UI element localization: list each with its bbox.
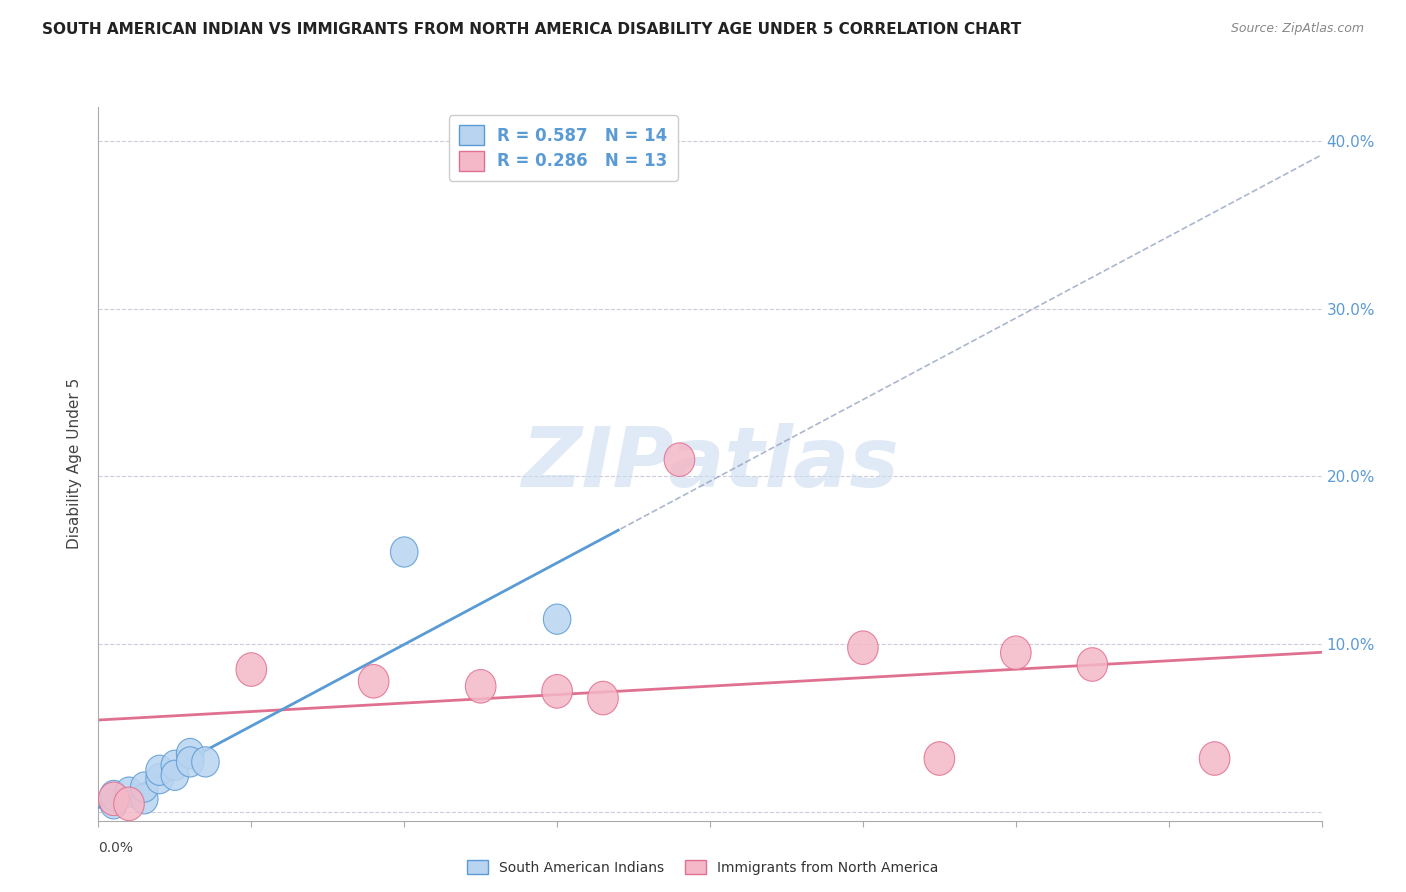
Ellipse shape (146, 756, 173, 785)
Text: ZIPatlas: ZIPatlas (522, 424, 898, 504)
Ellipse shape (176, 747, 204, 777)
Ellipse shape (176, 739, 204, 769)
Ellipse shape (391, 537, 418, 567)
Ellipse shape (1077, 648, 1108, 681)
Ellipse shape (114, 787, 145, 821)
Ellipse shape (848, 631, 879, 665)
Ellipse shape (359, 665, 389, 698)
Text: SOUTH AMERICAN INDIAN VS IMMIGRANTS FROM NORTH AMERICA DISABILITY AGE UNDER 5 CO: SOUTH AMERICAN INDIAN VS IMMIGRANTS FROM… (42, 22, 1021, 37)
Ellipse shape (924, 742, 955, 775)
Ellipse shape (588, 681, 619, 714)
Ellipse shape (100, 789, 128, 819)
Legend: R = 0.587   N = 14, R = 0.286   N = 13: R = 0.587 N = 14, R = 0.286 N = 13 (449, 115, 678, 180)
Text: 0.0%: 0.0% (98, 840, 134, 855)
Ellipse shape (131, 784, 157, 814)
Ellipse shape (98, 782, 129, 815)
Y-axis label: Disability Age Under 5: Disability Age Under 5 (67, 378, 83, 549)
Ellipse shape (543, 604, 571, 634)
Ellipse shape (1199, 742, 1230, 775)
Ellipse shape (162, 750, 188, 780)
Ellipse shape (191, 747, 219, 777)
Ellipse shape (100, 780, 128, 811)
Ellipse shape (146, 764, 173, 794)
Ellipse shape (664, 442, 695, 476)
Ellipse shape (162, 760, 188, 790)
Ellipse shape (236, 653, 267, 686)
Text: Source: ZipAtlas.com: Source: ZipAtlas.com (1230, 22, 1364, 36)
Ellipse shape (115, 777, 143, 807)
Ellipse shape (131, 772, 157, 802)
Legend: South American Indians, Immigrants from North America: South American Indians, Immigrants from … (461, 855, 945, 880)
Ellipse shape (541, 674, 572, 708)
Ellipse shape (465, 670, 496, 703)
Ellipse shape (1001, 636, 1031, 670)
